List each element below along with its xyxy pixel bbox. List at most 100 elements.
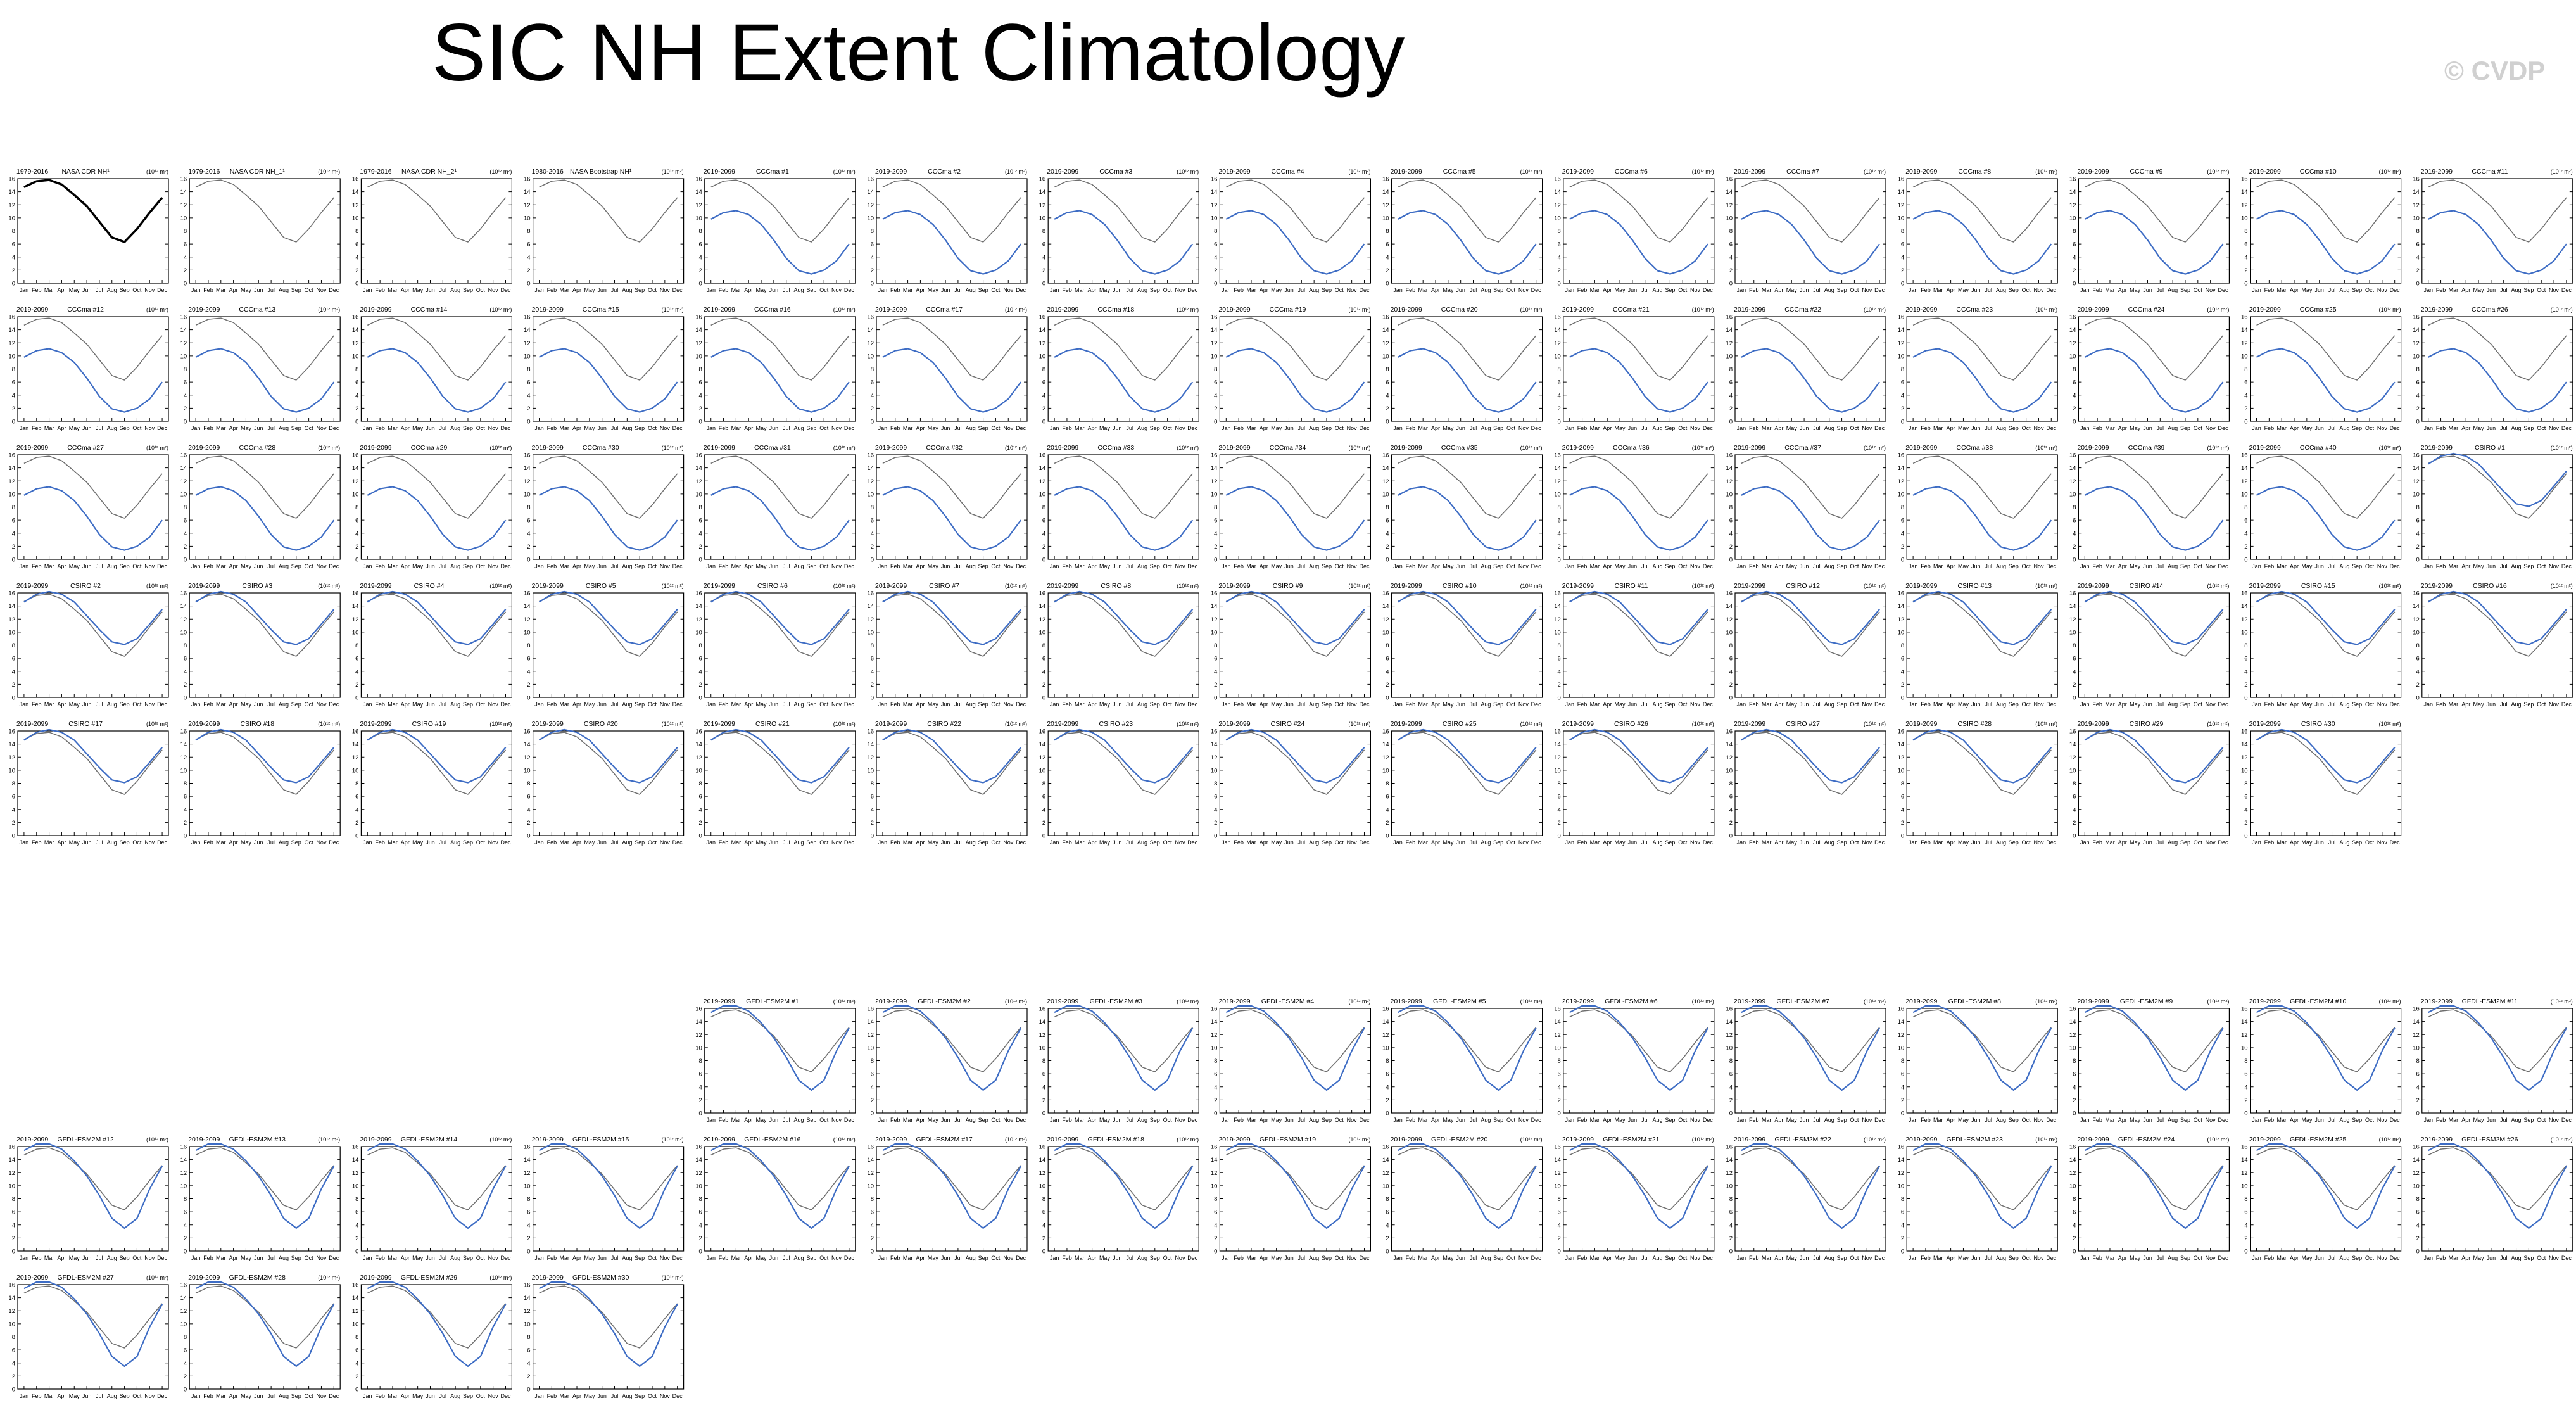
x-tick-label: Dec bbox=[1874, 425, 1885, 431]
panel-units: (10¹² m²) bbox=[1864, 445, 1886, 451]
x-tick-label: Jul bbox=[1126, 839, 1133, 846]
panel-period: 2019-2099 bbox=[1391, 444, 1422, 452]
y-tick-label: 4 bbox=[2244, 1084, 2247, 1091]
x-tick-label: Jun bbox=[769, 701, 779, 708]
y-tick-label: 12 bbox=[867, 340, 874, 347]
x-tick-label: Jun bbox=[941, 425, 950, 431]
x-tick-label: Aug bbox=[450, 701, 460, 708]
x-tick-label: Aug bbox=[794, 425, 804, 431]
x-tick-label: Mar bbox=[1933, 287, 1943, 293]
panel-units: (10¹² m²) bbox=[1864, 307, 1886, 313]
y-tick-label: 4 bbox=[2416, 530, 2420, 537]
y-tick-label: 0 bbox=[1729, 833, 1733, 840]
x-tick-label: Jul bbox=[267, 563, 275, 569]
y-tick-label: 16 bbox=[524, 590, 531, 597]
obs-reference-line bbox=[1912, 1009, 2052, 1072]
x-tick-label: Sep bbox=[2523, 287, 2534, 293]
y-tick-label: 10 bbox=[695, 491, 702, 498]
x-tick-label: Nov bbox=[144, 1255, 155, 1261]
x-tick-label: Feb bbox=[719, 287, 729, 293]
x-tick-label: Dec bbox=[329, 425, 339, 431]
x-tick-label: Mar bbox=[731, 1117, 742, 1123]
y-tick-label: 2 bbox=[1386, 267, 1389, 274]
x-tick-label: May bbox=[1615, 287, 1626, 293]
x-tick-label: Jan bbox=[2080, 839, 2090, 846]
x-tick-label: May bbox=[69, 563, 80, 569]
y-tick-label: 8 bbox=[184, 366, 187, 373]
x-tick-label: Aug bbox=[1137, 701, 1147, 708]
model-line bbox=[2084, 590, 2224, 645]
panel-units: (10¹² m²) bbox=[2035, 721, 2057, 727]
model-line bbox=[1741, 1005, 1881, 1091]
x-tick-label: Jun bbox=[82, 1255, 92, 1261]
x-tick-label: Aug bbox=[1309, 425, 1319, 431]
x-tick-label: Mar bbox=[1246, 425, 1256, 431]
x-tick-label: May bbox=[1615, 425, 1626, 431]
y-tick-label: 8 bbox=[1386, 366, 1389, 373]
x-tick-label: Oct bbox=[1506, 425, 1516, 431]
y-tick-label: 0 bbox=[699, 557, 702, 564]
y-tick-label: 2 bbox=[355, 405, 358, 412]
y-tick-label: 8 bbox=[12, 1196, 15, 1203]
x-tick-label: Dec bbox=[500, 839, 511, 846]
y-tick-label: 10 bbox=[8, 1183, 15, 1190]
x-tick-label: Apr bbox=[229, 701, 238, 708]
x-tick-label: Aug bbox=[2339, 287, 2349, 293]
y-tick-label: 6 bbox=[184, 379, 187, 386]
x-tick-label: Nov bbox=[1347, 839, 1358, 846]
x-tick-label: Jun bbox=[426, 287, 435, 293]
y-tick-label: 2 bbox=[699, 267, 702, 274]
y-tick-label: 8 bbox=[1042, 1058, 1045, 1065]
y-tick-label: 12 bbox=[1898, 202, 1905, 209]
x-tick-label: Sep bbox=[2180, 839, 2190, 846]
x-tick-label: Aug bbox=[966, 701, 976, 708]
x-tick-label: Jun bbox=[1800, 701, 1809, 708]
y-tick-label: 0 bbox=[2244, 557, 2247, 564]
y-tick-label: 12 bbox=[1898, 754, 1905, 761]
panel-period: 2019-2099 bbox=[2077, 582, 2109, 590]
x-tick-label: Dec bbox=[1016, 425, 1026, 431]
x-tick-label: Oct bbox=[2365, 425, 2375, 431]
obs-reference-line bbox=[1569, 732, 1708, 795]
x-tick-label: Jun bbox=[1800, 425, 1809, 431]
x-tick-label: Feb bbox=[2264, 839, 2275, 846]
x-tick-label: Oct bbox=[991, 287, 1001, 293]
panel-units: (10¹² m²) bbox=[1692, 721, 1714, 727]
x-tick-label: Oct bbox=[2365, 701, 2375, 708]
panel-frame bbox=[2421, 316, 2573, 422]
x-tick-label: Mar bbox=[1933, 701, 1943, 708]
panel-units: (10¹² m²) bbox=[318, 168, 340, 175]
panel-period: 2019-2099 bbox=[360, 444, 391, 452]
x-tick-label: Oct bbox=[1850, 701, 1859, 708]
obs-reference-line bbox=[1569, 594, 1708, 657]
panel-frame bbox=[189, 454, 341, 560]
panel-frame bbox=[360, 730, 513, 836]
x-tick-label: Jun bbox=[2143, 1117, 2152, 1123]
x-tick-label: Feb bbox=[1234, 701, 1244, 708]
model-line bbox=[1912, 728, 2052, 784]
y-tick-label: 2 bbox=[871, 405, 874, 412]
y-tick-label: 2 bbox=[527, 267, 530, 274]
x-tick-label: Oct bbox=[305, 425, 314, 431]
y-tick-label: 8 bbox=[1214, 228, 1217, 235]
y-tick-label: 0 bbox=[2244, 695, 2247, 702]
x-tick-label: Oct bbox=[1163, 1117, 1173, 1123]
x-tick-label: Sep bbox=[1493, 425, 1503, 431]
y-tick-label: 16 bbox=[1554, 1006, 1561, 1013]
y-tick-label: 8 bbox=[699, 642, 702, 649]
y-tick-label: 4 bbox=[1729, 1084, 1733, 1091]
x-tick-label: Dec bbox=[1531, 701, 1542, 708]
y-tick-label: 14 bbox=[1898, 741, 1905, 748]
y-tick-label: 6 bbox=[355, 794, 358, 801]
x-tick-label: Apr bbox=[2290, 563, 2299, 569]
x-tick-label: Nov bbox=[1347, 701, 1358, 708]
x-tick-label: Dec bbox=[1187, 425, 1198, 431]
x-tick-label: Jul bbox=[96, 701, 103, 708]
panel-frame bbox=[1219, 592, 1372, 698]
y-tick-label: 8 bbox=[527, 366, 530, 373]
x-tick-label: Jun bbox=[1113, 839, 1122, 846]
y-tick-label: 4 bbox=[2416, 254, 2420, 261]
x-tick-label: Mar bbox=[1075, 287, 1085, 293]
y-tick-label: 0 bbox=[355, 419, 358, 426]
panel-title: CSIRO #1 bbox=[2475, 444, 2505, 452]
